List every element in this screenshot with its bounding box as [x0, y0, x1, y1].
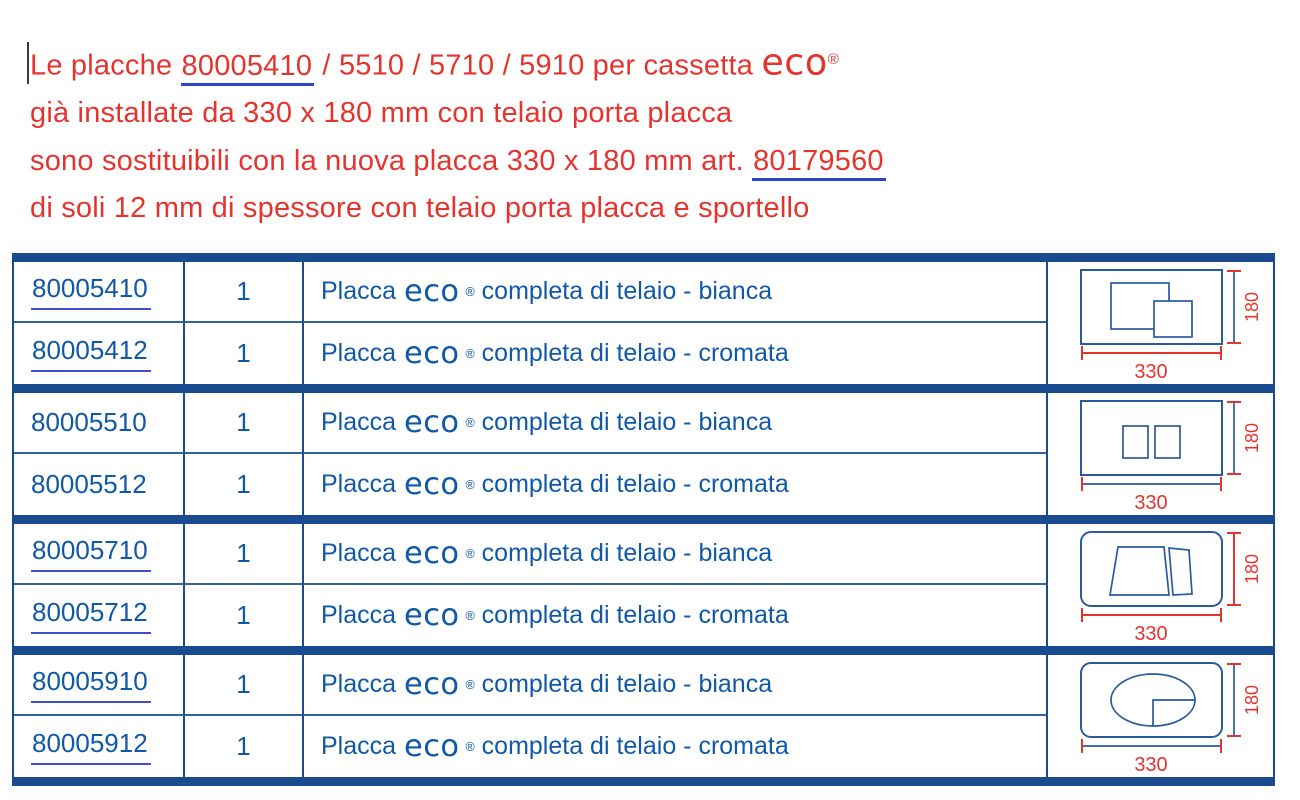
- plate-diagram-80005510: 180 330: [1080, 400, 1262, 514]
- desc-text: Placca: [321, 277, 397, 305]
- qty-cell: 1: [185, 524, 304, 585]
- text-cursor-bar: [27, 42, 29, 84]
- registered-mark: ®: [827, 51, 839, 68]
- desc-text: completa di telaio - bianca: [481, 408, 773, 436]
- code-link[interactable]: 80005410: [31, 273, 151, 310]
- desc-text: completa di telaio - bianca: [481, 277, 773, 305]
- description-cell: Placca eco ® completa di telaio - bianca: [304, 655, 1048, 716]
- code-cell: 80005710: [14, 524, 185, 585]
- code-link[interactable]: 80005510: [31, 407, 147, 437]
- description-cell: Placca eco ® completa di telaio - bianca: [304, 262, 1048, 323]
- code-cell: 80005912: [14, 716, 185, 777]
- diagram-cell-overlapping-rectangles: 180 330: [1048, 262, 1277, 384]
- description-cell: Placca eco ® completa di telaio - bianca: [304, 393, 1048, 454]
- product-table: 80005410 1 Placca eco ® completa di telaio …: [12, 253, 1275, 786]
- code-cell: 80005410: [14, 262, 185, 323]
- code-cell: 80005412: [14, 323, 185, 384]
- desc-text: completa di telaio - cromata: [481, 339, 789, 367]
- code-link[interactable]: 80005712: [31, 597, 151, 634]
- product-group-80005510: 80005510 1 Placca eco ® completa di telaio …: [14, 393, 1273, 515]
- description-cell: Placca eco ® completa di telaio - cromata: [304, 716, 1048, 777]
- code-cell: 80005712: [14, 585, 185, 646]
- intro-line-1: Le placche 80005410 / 5510 / 5710 / 5910…: [30, 36, 1270, 90]
- description-cell: Placca eco ® completa di telaio - cromata: [304, 585, 1048, 646]
- desc-text: completa di telaio - cromata: [481, 732, 789, 760]
- plate-diagram-80005410: 180 330: [1080, 269, 1262, 383]
- description-cell: Placca eco ® completa di telaio - bianca: [304, 524, 1048, 585]
- qty-cell: 1: [185, 716, 304, 777]
- dim-height-label: 180: [1242, 292, 1262, 322]
- code-cell: 80005512: [14, 454, 185, 515]
- desc-text: Placca: [321, 470, 397, 498]
- intro-line-2: già installate da 330 x 180 mm con telai…: [30, 97, 733, 130]
- registered-mark: ®: [465, 546, 475, 561]
- qty-cell: 1: [185, 585, 304, 646]
- intro-line-4: di soli 12 mm di spessore con telaio por…: [30, 192, 810, 225]
- code-link[interactable]: 80005910: [31, 666, 151, 703]
- plate-diagram-80005710: 180 330: [1080, 531, 1262, 645]
- table-top-bar: [12, 253, 1275, 262]
- description-cell: Placca eco ® completa di telaio - cromata: [304, 454, 1048, 515]
- group-separator-bar: [12, 646, 1275, 655]
- desc-text: Placca: [321, 732, 397, 760]
- diagram-cell-split-trapezoid: 180 330: [1048, 524, 1277, 646]
- desc-text: Placca: [321, 339, 397, 367]
- code-link[interactable]: 80005512: [31, 469, 147, 499]
- registered-mark: ®: [465, 608, 475, 623]
- product-group-80005910: 80005910 1 Placca eco ® completa di telaio …: [14, 655, 1273, 777]
- desc-text: Placca: [321, 601, 397, 629]
- product-group-80005710: 80005710 1 Placca eco ® completa di telaio …: [14, 524, 1273, 646]
- qty-cell: 1: [185, 393, 304, 454]
- intro-text: / 5510 / 5710 / 5910 per cassetta: [314, 49, 762, 82]
- desc-text: completa di telaio - bianca: [481, 670, 773, 698]
- dim-height-label: 180: [1242, 423, 1262, 453]
- description-cell: Placca eco ® completa di telaio - cromata: [304, 323, 1048, 384]
- desc-text: Placca: [321, 539, 397, 567]
- code-link[interactable]: 80005710: [31, 535, 151, 572]
- desc-text: completa di telaio - bianca: [481, 539, 773, 567]
- intro-line-3: sono sostituibili con la nuova placca 33…: [30, 138, 1270, 186]
- dim-width-label: 330: [1134, 492, 1167, 514]
- qty-cell: 1: [185, 262, 304, 323]
- registered-mark: ®: [465, 477, 475, 492]
- code-cell: 80005510: [14, 393, 185, 454]
- intro-text: Le placche: [30, 49, 181, 82]
- intro-text: sono sostituibili con la nuova placca 33…: [30, 144, 753, 177]
- plate-diagram-80005910: 180 330: [1080, 662, 1262, 776]
- table-bottom-bar: [12, 777, 1275, 786]
- desc-text: completa di telaio - cromata: [481, 601, 789, 629]
- registered-mark: ®: [465, 677, 475, 692]
- article-link-80005410[interactable]: 80005410: [180, 49, 315, 86]
- dim-width-label: 330: [1134, 623, 1167, 645]
- code-cell: 80005910: [14, 655, 185, 716]
- group-separator-bar: [12, 384, 1275, 393]
- registered-mark: ®: [465, 284, 475, 299]
- intro-paragraph: Le placche 80005410 / 5510 / 5710 / 5910…: [30, 36, 1270, 233]
- code-link[interactable]: 80005412: [31, 335, 151, 372]
- qty-cell: 1: [185, 655, 304, 716]
- group-separator-bar: [12, 515, 1275, 524]
- dim-height-label: 180: [1242, 685, 1262, 715]
- dim-width-label: 330: [1134, 361, 1167, 383]
- qty-cell: 1: [185, 323, 304, 384]
- desc-text: Placca: [321, 408, 397, 436]
- code-link[interactable]: 80005912: [31, 728, 151, 765]
- dim-height-label: 180: [1242, 554, 1262, 584]
- dim-width-label: 330: [1134, 754, 1167, 776]
- diagram-cell-ellipse-quarter: 180 330: [1048, 655, 1277, 777]
- article-link-80179560[interactable]: 80179560: [752, 144, 886, 181]
- registered-mark: ®: [465, 346, 475, 361]
- diagram-cell-two-square-buttons: 180 330: [1048, 393, 1277, 515]
- registered-mark: ®: [465, 415, 475, 430]
- desc-text: Placca: [321, 670, 397, 698]
- eco-logo: eco: [761, 40, 828, 84]
- product-group-80005410: 80005410 1 Placca eco ® completa di telaio …: [14, 262, 1273, 384]
- registered-mark: ®: [465, 739, 475, 754]
- desc-text: completa di telaio - cromata: [481, 470, 789, 498]
- qty-cell: 1: [185, 454, 304, 515]
